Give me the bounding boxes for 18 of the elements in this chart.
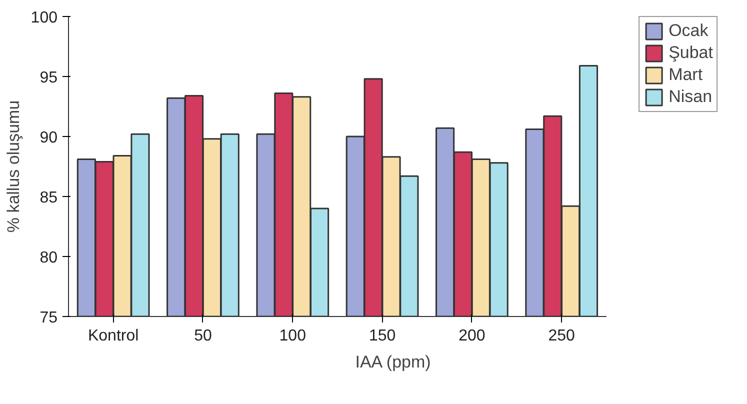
x-tick-label: Kontrol xyxy=(88,328,139,344)
x-tick-label: 50 xyxy=(194,328,212,344)
y-tick-label: 75 xyxy=(40,310,58,326)
legend-label: Şubat xyxy=(668,43,713,63)
y-tick-label: 100 xyxy=(30,10,58,26)
legend-label: Nisan xyxy=(668,87,712,107)
x-tick-label: 250 xyxy=(548,328,576,344)
y-tick-label: 90 xyxy=(40,130,58,146)
y-tick-label: 85 xyxy=(40,190,58,206)
x-tick-label: 200 xyxy=(458,328,486,344)
y-tick-label: 80 xyxy=(40,250,58,266)
y-axis-title: % kallus oluşumu xyxy=(4,100,23,233)
y-tick-label: 95 xyxy=(40,70,58,86)
x-tick-label: 150 xyxy=(368,328,396,344)
legend-label: Ocak xyxy=(668,21,708,41)
legend-label: Mart xyxy=(668,65,703,85)
x-tick-label: 100 xyxy=(279,328,306,344)
x-axis-title: IAA (ppm) xyxy=(355,352,431,372)
